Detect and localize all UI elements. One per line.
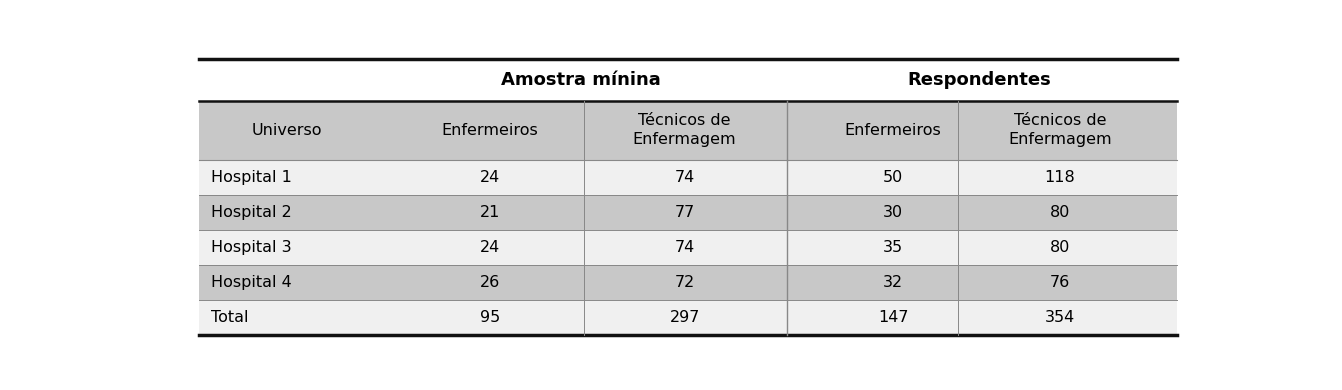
Bar	[199, 265, 1177, 300]
Text: Enfermeiros: Enfermeiros	[442, 123, 538, 138]
Text: Amostra mínina: Amostra mínina	[502, 71, 662, 89]
Bar	[199, 300, 1177, 335]
Bar	[199, 101, 1177, 160]
Bar	[199, 230, 1177, 265]
Text: 297: 297	[670, 310, 699, 325]
Bar	[199, 195, 1177, 230]
Text: 118: 118	[1044, 170, 1075, 185]
Text: Hospital 2: Hospital 2	[212, 205, 293, 220]
Text: Hospital 3: Hospital 3	[212, 240, 293, 255]
Text: 35: 35	[883, 240, 903, 255]
Text: Hospital 1: Hospital 1	[212, 170, 293, 185]
Text: Respondentes: Respondentes	[907, 71, 1051, 89]
Text: 95: 95	[480, 310, 501, 325]
Text: 50: 50	[883, 170, 903, 185]
Text: 24: 24	[480, 240, 501, 255]
Text: 30: 30	[883, 205, 903, 220]
Text: Técnicos de
Enfermagem: Técnicos de Enfermagem	[633, 113, 737, 147]
Text: 147: 147	[878, 310, 909, 325]
Text: 76: 76	[1049, 275, 1070, 290]
Text: 74: 74	[675, 170, 695, 185]
Text: 354: 354	[1045, 310, 1075, 325]
Bar	[199, 59, 1177, 101]
Text: Hospital 4: Hospital 4	[212, 275, 293, 290]
Text: 21: 21	[480, 205, 501, 220]
Text: 74: 74	[675, 240, 695, 255]
Text: 77: 77	[675, 205, 695, 220]
Text: Técnicos de
Enfermagem: Técnicos de Enfermagem	[1008, 113, 1113, 147]
Text: 32: 32	[883, 275, 903, 290]
Text: Universo: Universo	[252, 123, 322, 138]
Bar	[199, 160, 1177, 195]
Text: 26: 26	[480, 275, 501, 290]
Text: 24: 24	[480, 170, 501, 185]
Text: 72: 72	[675, 275, 695, 290]
Text: 80: 80	[1049, 240, 1071, 255]
Text: Total: Total	[212, 310, 248, 325]
Text: Enfermeiros: Enfermeiros	[845, 123, 942, 138]
Text: 80: 80	[1049, 205, 1071, 220]
